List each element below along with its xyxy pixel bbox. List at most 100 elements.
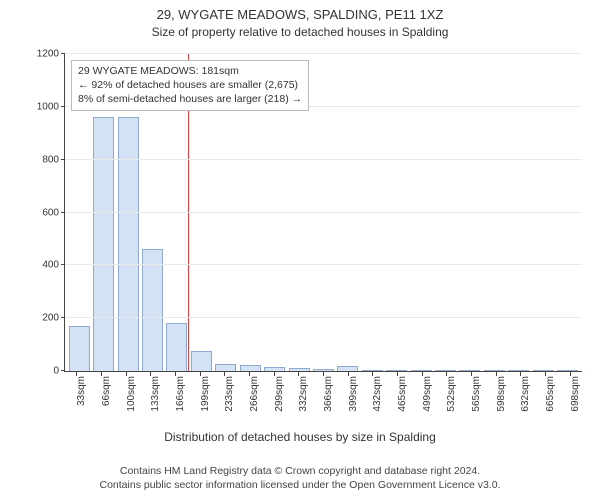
- y-tick-label: 400: [42, 260, 65, 271]
- page-title: 29, WYGATE MEADOWS, SPALDING, PE11 1XZ: [0, 0, 600, 24]
- x-tick-slot: 199sqm: [187, 372, 212, 416]
- x-tick-label: 499sqm: [422, 376, 433, 412]
- x-tick-slot: 499sqm: [409, 372, 434, 416]
- x-tick-slot: 399sqm: [335, 372, 360, 416]
- bar-slot: [360, 54, 384, 371]
- x-tick-slot: 665sqm: [533, 372, 558, 416]
- bar-slot: [482, 54, 506, 371]
- histogram-bar: [166, 323, 187, 371]
- histogram-bar: [142, 249, 163, 371]
- legend-line-2: ← 92% of detached houses are smaller (2,…: [78, 78, 302, 92]
- x-tick-label: 233sqm: [224, 376, 235, 412]
- bar-slot: [555, 54, 579, 371]
- x-tick-label: 266sqm: [249, 376, 260, 412]
- x-tick-label: 399sqm: [348, 376, 359, 412]
- bar-slot: [384, 54, 408, 371]
- x-tick-label: 665sqm: [545, 376, 556, 412]
- histogram-bar: [557, 370, 578, 371]
- histogram-bar: [289, 368, 310, 371]
- x-tick-slot: 598sqm: [483, 372, 508, 416]
- x-tick-label: 698sqm: [570, 376, 581, 412]
- x-tick-slot: 632sqm: [508, 372, 533, 416]
- grid-line: [65, 264, 582, 265]
- page-subtitle: Size of property relative to detached ho…: [0, 24, 600, 43]
- x-tick-slot: 133sqm: [138, 372, 163, 416]
- x-tick-label: 532sqm: [446, 376, 457, 412]
- histogram-bar: [215, 364, 236, 371]
- plot-region: 29 WYGATE MEADOWS: 181sqm ← 92% of detac…: [64, 54, 582, 372]
- x-tick-slot: 432sqm: [360, 372, 385, 416]
- histogram-bar: [386, 370, 407, 371]
- grid-line: [65, 317, 582, 318]
- x-tick-label: 332sqm: [298, 376, 309, 412]
- y-tick-mark: [61, 370, 65, 371]
- x-tick-label: 66sqm: [101, 376, 112, 406]
- y-tick-label: 600: [42, 207, 65, 218]
- legend-line-3: 8% of semi-detached houses are larger (2…: [78, 92, 302, 106]
- x-tick-label: 133sqm: [150, 376, 161, 412]
- legend-box: 29 WYGATE MEADOWS: 181sqm ← 92% of detac…: [71, 60, 309, 111]
- histogram-bar: [362, 370, 383, 371]
- bar-slot: [458, 54, 482, 371]
- x-tick-label: 299sqm: [274, 376, 285, 412]
- x-tick-label: 166sqm: [175, 376, 186, 412]
- x-tick-label: 100sqm: [126, 376, 137, 412]
- histogram-bar: [191, 351, 212, 371]
- legend-line-1: 29 WYGATE MEADOWS: 181sqm: [78, 64, 302, 78]
- x-tick-label: 199sqm: [200, 376, 211, 412]
- histogram-bar: [484, 370, 505, 371]
- x-tick-label: 366sqm: [323, 376, 334, 412]
- x-tick-label: 465sqm: [397, 376, 408, 412]
- x-tick-label: 598sqm: [496, 376, 507, 412]
- bar-slot: [311, 54, 335, 371]
- x-tick-slot: 698sqm: [557, 372, 582, 416]
- histogram-bar: [435, 370, 456, 371]
- y-tick-mark: [61, 53, 65, 54]
- x-tick-label: 432sqm: [372, 376, 383, 412]
- y-tick-label: 200: [42, 313, 65, 324]
- y-tick-label: 1000: [37, 101, 65, 112]
- histogram-bar: [313, 369, 334, 371]
- x-tick-slot: 33sqm: [64, 372, 89, 416]
- x-tick-slot: 366sqm: [311, 372, 336, 416]
- histogram-bar: [264, 367, 285, 371]
- histogram-bar: [240, 365, 261, 371]
- x-tick-label: 565sqm: [471, 376, 482, 412]
- y-tick-label: 1200: [37, 49, 65, 60]
- x-tick-slot: 299sqm: [261, 372, 286, 416]
- x-tick-slot: 332sqm: [286, 372, 311, 416]
- bar-slot: [433, 54, 457, 371]
- histogram-bar: [459, 370, 480, 371]
- x-tick-slot: 233sqm: [212, 372, 237, 416]
- x-tick-slot: 166sqm: [163, 372, 188, 416]
- histogram-bar: [118, 117, 139, 371]
- footer: Contains HM Land Registry data © Crown c…: [0, 464, 600, 492]
- x-tick-slot: 465sqm: [385, 372, 410, 416]
- histogram-bar: [337, 366, 358, 371]
- y-tick-mark: [61, 212, 65, 213]
- histogram-bar: [533, 370, 554, 371]
- x-ticks-container: 33sqm 66sqm 100sqm 133sqm 166sqm 199sqm 233sqm…: [64, 372, 582, 416]
- grid-line: [65, 53, 582, 54]
- x-tick-slot: 565sqm: [459, 372, 484, 416]
- bar-slot: [336, 54, 360, 371]
- x-tick-slot: 100sqm: [113, 372, 138, 416]
- x-tick-slot: 266sqm: [237, 372, 262, 416]
- y-tick-mark: [61, 264, 65, 265]
- chart-area: Number of detached properties 29 WYGATE …: [0, 46, 600, 416]
- x-tick-slot: 532sqm: [434, 372, 459, 416]
- bar-slot: [507, 54, 531, 371]
- histogram-bar: [411, 370, 432, 371]
- y-tick-mark: [61, 317, 65, 318]
- histogram-bar: [508, 370, 529, 371]
- grid-line: [65, 212, 582, 213]
- x-tick-label: 33sqm: [76, 376, 87, 406]
- y-tick-mark: [61, 159, 65, 160]
- x-axis-label: Distribution of detached houses by size …: [0, 430, 600, 444]
- x-tick-label: 632sqm: [520, 376, 531, 412]
- bar-slot: [409, 54, 433, 371]
- histogram-bar: [69, 326, 90, 371]
- histogram-bar: [93, 117, 114, 371]
- grid-line: [65, 159, 582, 160]
- bar-slot: [531, 54, 555, 371]
